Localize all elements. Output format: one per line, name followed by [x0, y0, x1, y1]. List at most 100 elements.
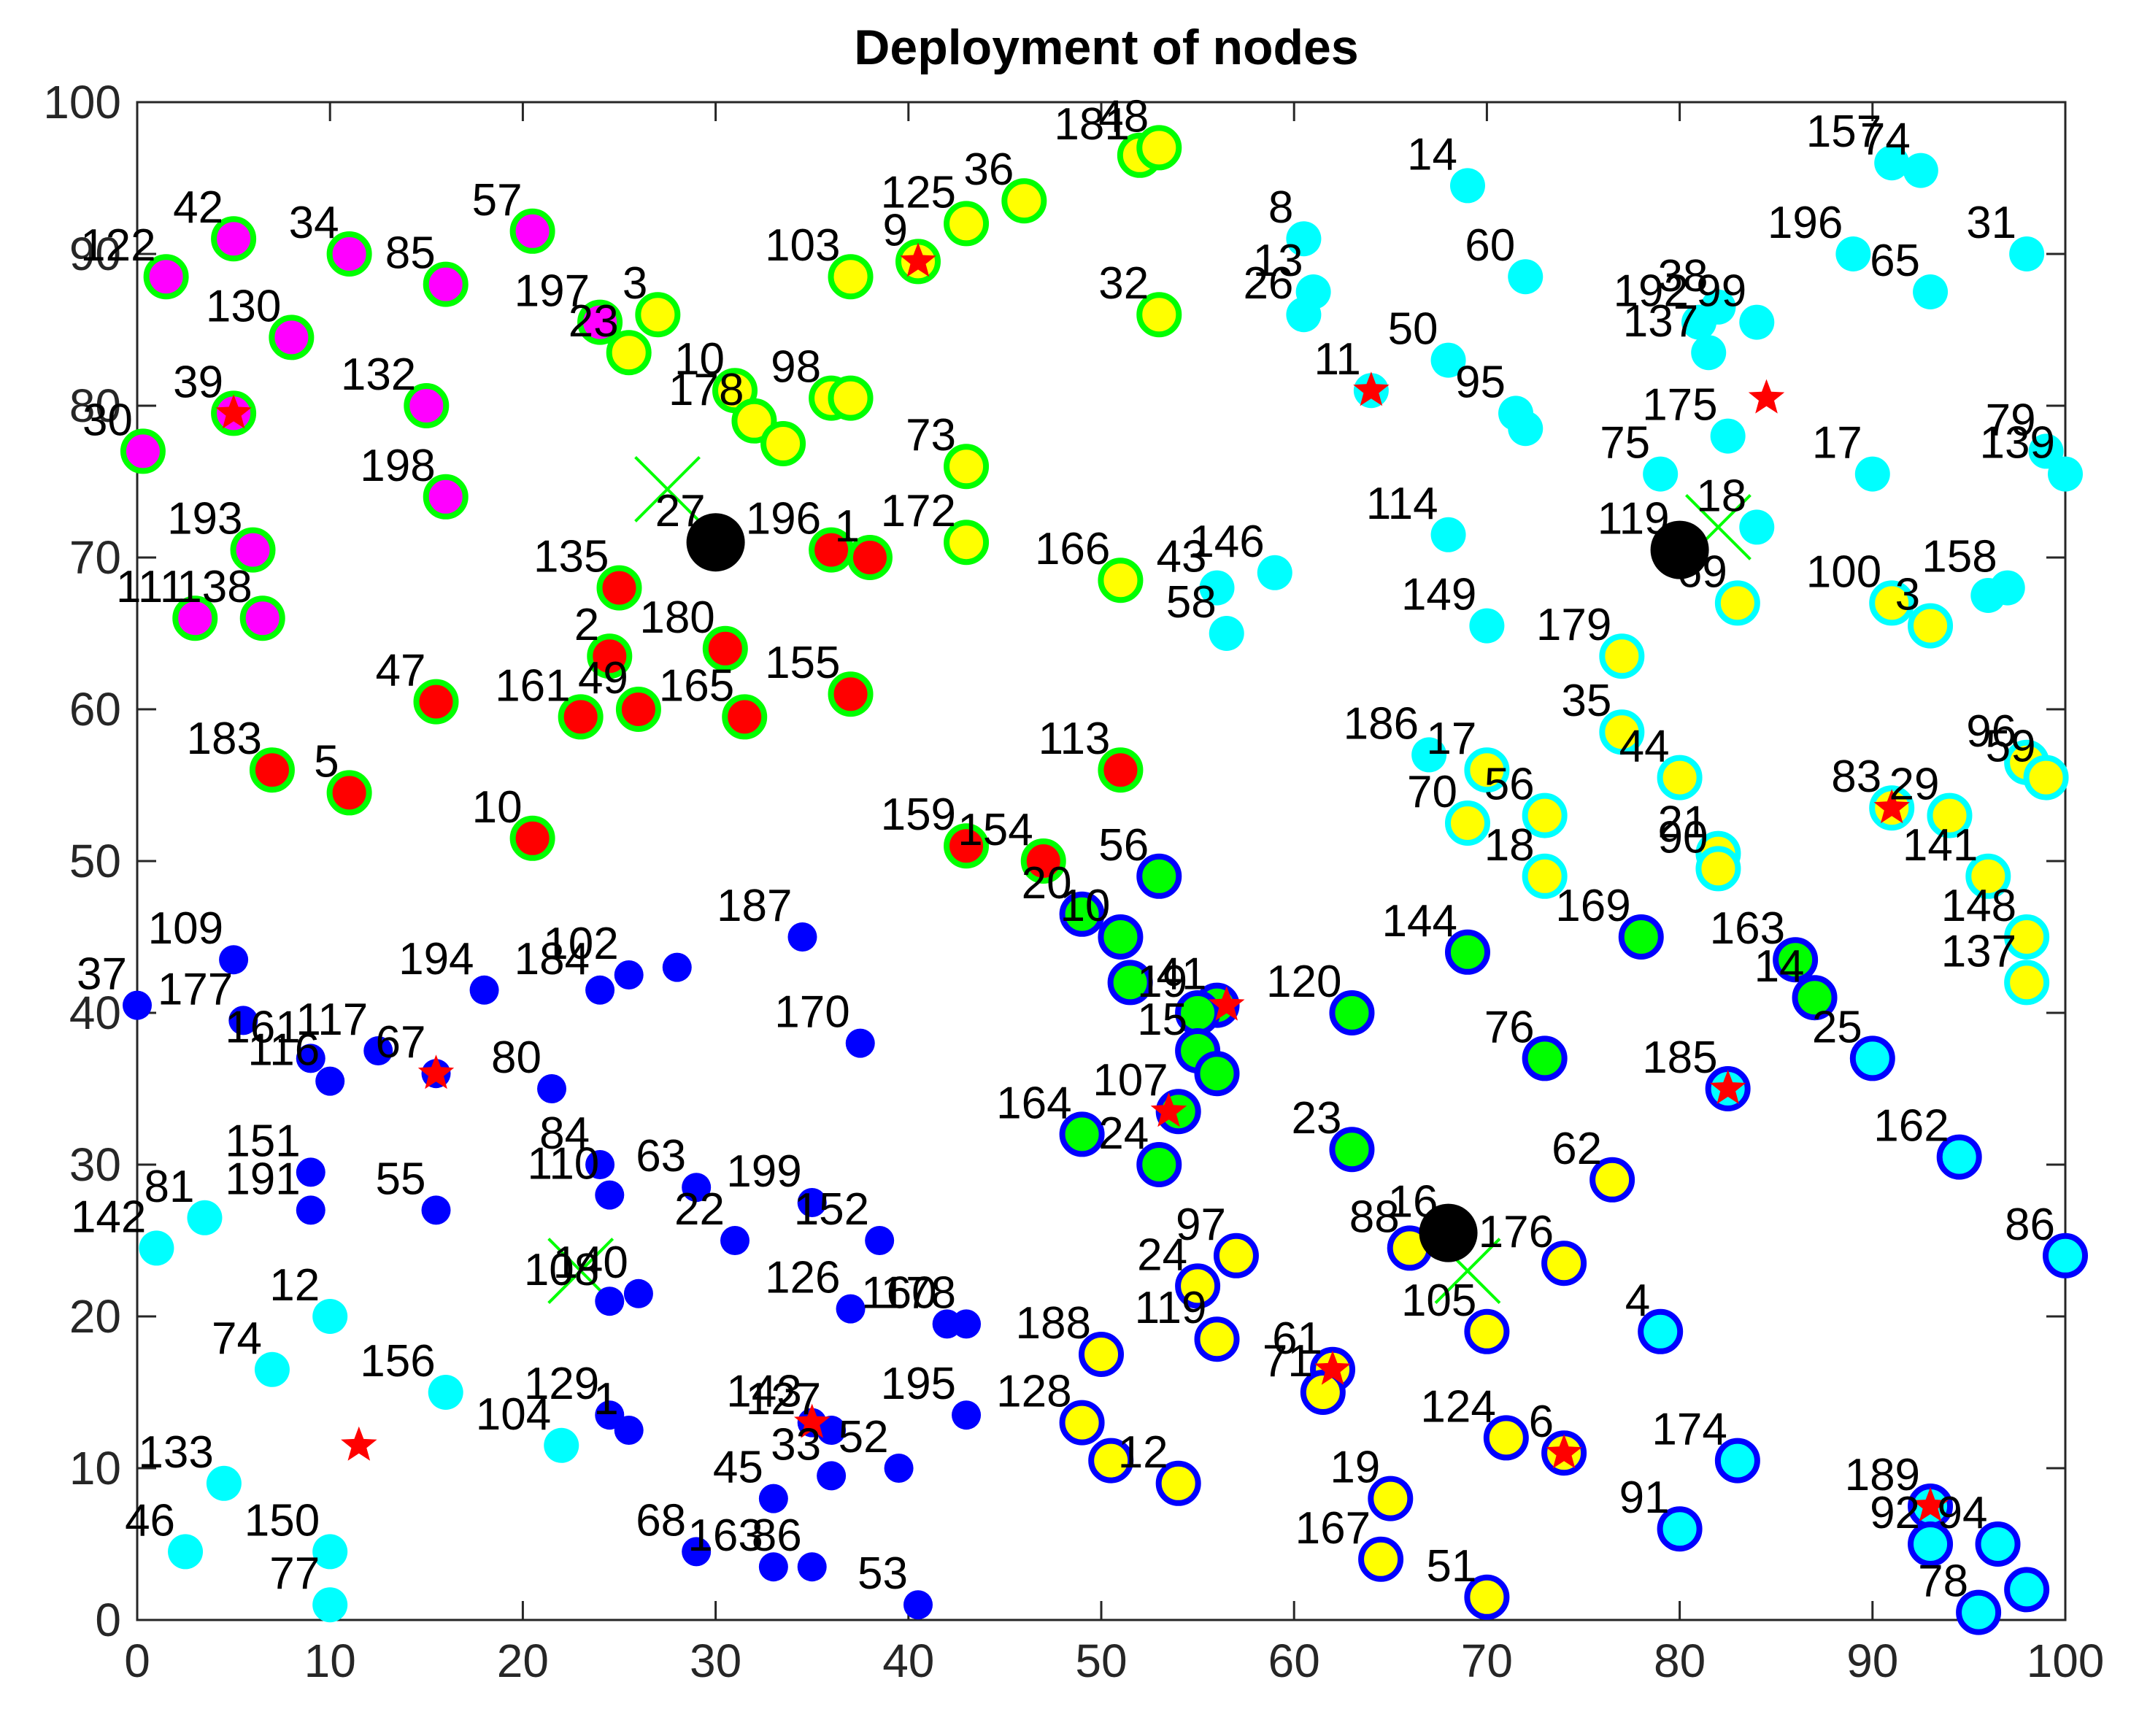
node-label: 164: [996, 1078, 1071, 1128]
cluster-head-star: [794, 1403, 831, 1438]
node-label: 47: [376, 646, 426, 696]
node-point: [720, 1226, 750, 1255]
node-point: [585, 975, 615, 1005]
node-label: 10: [472, 782, 523, 833]
node-label: 116: [247, 1025, 320, 1076]
node-label: 161: [225, 1002, 300, 1052]
node-label: 57: [472, 175, 523, 225]
node-label: 198: [360, 441, 435, 491]
node-label: 10: [674, 334, 725, 385]
node-point: [1059, 891, 1105, 937]
node-label: 15: [1137, 995, 1187, 1045]
y-tick-label: 80: [69, 379, 121, 432]
node-label: 160: [861, 1268, 936, 1318]
cluster-head-star: [1150, 1092, 1187, 1127]
node-point: [1464, 1308, 1510, 1354]
node-label: 74: [212, 1313, 262, 1364]
node-point: [1714, 1438, 1760, 1484]
node-label: 69: [1677, 547, 1727, 597]
node-label: 33: [771, 1419, 821, 1470]
node-point: [1079, 1332, 1124, 1377]
node-label: 86: [752, 1511, 802, 1561]
node-label: 77: [269, 1548, 320, 1599]
node-point: [1700, 289, 1736, 325]
node-label: 157: [1806, 107, 1881, 157]
node-label: 11: [1314, 334, 1361, 385]
node-point: [903, 1590, 933, 1620]
node-point: [269, 315, 315, 360]
node-label: 79: [1986, 395, 2036, 445]
node-label: 22: [674, 1184, 725, 1235]
base-station-point: [1650, 520, 1709, 579]
node-label: 3: [1895, 570, 1920, 620]
node-label: 183: [186, 714, 261, 764]
node-label: 56: [1098, 820, 1149, 871]
node-point: [1965, 853, 2011, 899]
cluster-head-star: [1912, 1487, 1949, 1521]
cluster-head-star: [1353, 371, 1390, 406]
node-label: 80: [491, 1033, 542, 1083]
node-label: 170: [774, 987, 849, 1038]
node-label: 51: [1426, 1541, 1476, 1592]
node-label: 99: [1696, 266, 1746, 317]
node-label: 103: [765, 220, 840, 271]
node-label: 19: [1330, 1443, 1380, 1493]
node-label: 114: [1366, 479, 1438, 529]
node-label: 178: [668, 365, 744, 415]
node-label: 85: [385, 228, 436, 279]
node-label: 48: [1098, 91, 1149, 142]
node-label: 179: [1536, 600, 1611, 650]
node-point: [1136, 853, 1182, 899]
node-point: [1970, 578, 2006, 613]
node-label: 141: [1903, 820, 1978, 871]
node-point: [1411, 737, 1447, 773]
x-tick-label: 30: [690, 1635, 741, 1687]
node-label: 1: [834, 501, 859, 552]
node-point: [1792, 975, 1838, 1021]
node-label: 91: [1619, 1473, 1670, 1523]
node-label: 41: [1157, 949, 1207, 1000]
node-point: [865, 1226, 895, 1255]
node-label: 180: [639, 593, 714, 643]
node-label: 122: [80, 220, 155, 271]
node-point: [1136, 292, 1182, 338]
node-label: 151: [225, 1116, 300, 1166]
node-point: [1508, 411, 1544, 447]
node-label: 2: [574, 600, 599, 650]
node-label: 23: [569, 296, 619, 347]
node-label: 102: [543, 919, 618, 969]
node-label: 96: [1966, 706, 2016, 757]
node-point: [1589, 1157, 1635, 1203]
node-label: 156: [360, 1336, 435, 1386]
node-point: [296, 1195, 325, 1225]
node-point: [1059, 1111, 1105, 1157]
node-point: [1286, 297, 1322, 333]
node-label: 3: [623, 258, 647, 309]
y-tick-label: 100: [43, 76, 121, 128]
node-label: 23: [1291, 1093, 1341, 1143]
node-point: [2048, 456, 2083, 492]
node-point: [682, 1173, 712, 1203]
node-label: 166: [1035, 524, 1110, 574]
node-point: [1464, 747, 1510, 793]
node-label: 18: [1484, 820, 1535, 871]
y-tick-label: 10: [69, 1442, 121, 1494]
node-label: 16: [1388, 1177, 1438, 1227]
node-point: [509, 208, 555, 254]
node-label: 92: [1870, 1488, 1920, 1538]
cluster-head-star: [1748, 379, 1785, 414]
cluster-head-star: [900, 242, 936, 277]
cluster-head-star: [341, 1426, 377, 1461]
node-point: [315, 1066, 345, 1096]
node-point: [1508, 259, 1544, 295]
node-point: [836, 1294, 866, 1324]
node-point: [2004, 914, 2050, 960]
y-tick-label: 70: [69, 531, 121, 584]
node-point: [615, 687, 661, 732]
node-point: [2028, 433, 2064, 469]
y-tick-label: 90: [69, 228, 121, 280]
node-point: [544, 1427, 579, 1463]
node-label: 31: [1966, 198, 2016, 248]
node-label: 137: [1623, 296, 1698, 347]
node-label: 165: [659, 660, 734, 711]
